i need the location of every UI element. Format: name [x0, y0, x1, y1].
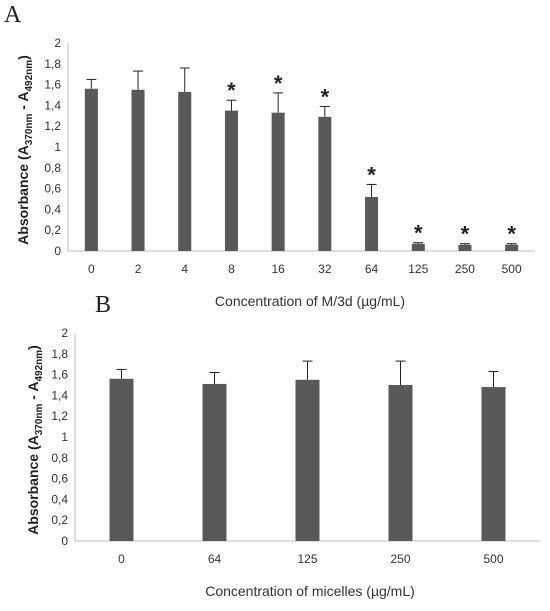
y-tick-label: 2	[54, 36, 61, 50]
bar-250	[388, 385, 413, 541]
x-tick-label-64: 64	[208, 552, 222, 566]
bar-8	[224, 110, 238, 251]
x-tick-label-4: 4	[181, 262, 188, 276]
y-tick-label: 1,8	[44, 57, 61, 71]
x-tick-label-2: 2	[135, 262, 142, 276]
x-axis-title-b: Concentration of micelles (µg/mL)	[205, 583, 415, 599]
bar-125	[411, 243, 425, 251]
bar-0	[84, 88, 98, 251]
bar-500	[481, 387, 506, 541]
significance-star-8: *	[227, 78, 236, 103]
y-tick-label: 1,4	[44, 98, 61, 112]
chart-panel-a: A Absorbance (A370nm - A492nm) 0 0,2 0,4 0,…	[4, 2, 535, 309]
y-tick-label: 0,4	[44, 202, 61, 216]
x-axis-title-a: Concentration of M/3d (µg/mL)	[215, 293, 405, 309]
y-tick-label: 0,8	[51, 451, 68, 465]
significance-star-250: *	[461, 222, 470, 247]
y-tick-label: 1,2	[44, 119, 61, 133]
x-tick-label-0: 0	[88, 262, 95, 276]
y-tick-label: 1,6	[51, 368, 68, 382]
x-tick-label-125: 125	[408, 262, 428, 276]
x-tick-label-8: 8	[228, 262, 235, 276]
y-tick-label: 0,2	[44, 223, 61, 237]
bar-0	[109, 378, 134, 541]
bar-500	[505, 244, 519, 251]
y-tick-label: 1,2	[51, 409, 68, 423]
plot-area-b: 0 0,2 0,4 0,6 0,8 1 1,2 1,4 1,6 1,8 2 0 64 125 250 500	[51, 326, 540, 566]
significance-star-16: *	[274, 71, 283, 96]
y-tick-label: 0,6	[51, 472, 68, 486]
y-axis-title-a: Absorbance (A370nm - A492nm)	[15, 55, 35, 245]
y-tick-label: 0,6	[44, 182, 61, 196]
y-axis-title-b: Absorbance (A370nm - A492nm)	[25, 345, 45, 535]
y-tick-label: 0,2	[51, 513, 68, 527]
y-tick-label: 1,6	[44, 78, 61, 92]
bar-16	[271, 112, 285, 252]
x-tick-label-16: 16	[271, 262, 285, 276]
panel-label-b: B	[95, 292, 111, 318]
x-tick-label-0: 0	[118, 552, 125, 566]
panel-label-a: A	[4, 2, 22, 28]
significance-star-32: *	[321, 84, 330, 109]
bar-125	[295, 379, 320, 541]
bar-2	[131, 89, 145, 251]
y-tick-label: 1,4	[51, 388, 68, 402]
x-tick-label-250: 250	[390, 552, 410, 566]
x-tick-label-125: 125	[297, 552, 317, 566]
plot-area-a: 0 0,2 0,4 0,6 0,8 1 1,2 1,4 1,6 1,8 2 0 2 4 * 8 * 16 * 32 * 6…	[44, 36, 535, 276]
y-tick-label: 0	[54, 244, 61, 258]
y-tick-label: 2	[61, 326, 68, 340]
bar-250	[458, 244, 472, 251]
x-tick-label-500: 500	[502, 262, 522, 276]
y-tick-label: 1	[61, 430, 68, 444]
significance-star-500: *	[507, 222, 516, 247]
x-tick-label-64: 64	[365, 262, 379, 276]
x-tick-label-32: 32	[318, 262, 332, 276]
bar-4	[178, 91, 192, 251]
y-tick-label: 1	[54, 140, 61, 154]
bar-32	[318, 116, 332, 251]
y-tick-label: 0,4	[51, 492, 68, 506]
significance-star-64: *	[367, 162, 376, 187]
x-tick-label-500: 500	[483, 552, 503, 566]
y-tick-label: 0	[61, 534, 68, 548]
y-tick-label: 0,8	[44, 161, 61, 175]
chart-panel-b: B Absorbance (A370nm - A492nm) 0 0,2 0,4 0,…	[25, 292, 540, 599]
bar-64	[365, 196, 379, 251]
bar-64	[202, 383, 227, 541]
x-tick-label-250: 250	[455, 262, 475, 276]
significance-star-125: *	[414, 221, 423, 246]
y-tick-label: 1,8	[51, 347, 68, 361]
